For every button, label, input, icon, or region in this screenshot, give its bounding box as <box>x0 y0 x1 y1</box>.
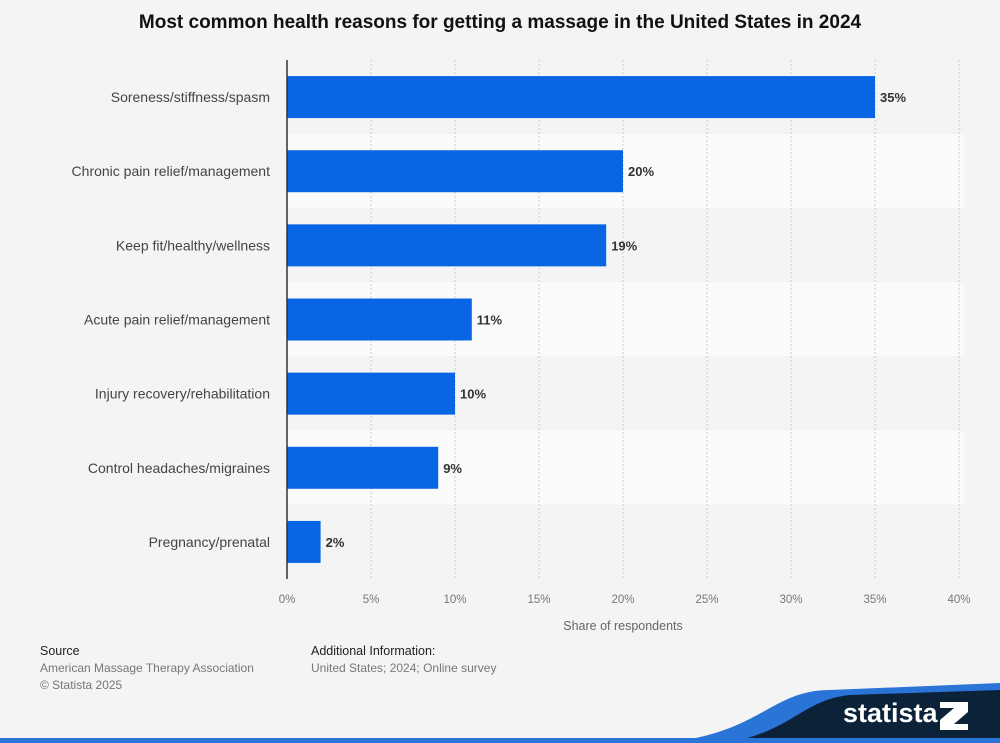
x-tick-label: 5% <box>363 594 380 606</box>
x-tick-label: 25% <box>695 594 718 606</box>
bar <box>287 446 439 489</box>
bar <box>287 298 472 341</box>
category-label: Injury recovery/rehabilitation <box>95 386 270 402</box>
info-text: United States; 2024; Online survey <box>311 661 497 675</box>
x-tick-label: 20% <box>611 594 634 606</box>
category-label: Acute pain relief/management <box>84 312 270 328</box>
data-label: 11% <box>477 313 503 328</box>
x-axis-title: Share of respondents <box>563 619 683 633</box>
category-label: Control headaches/migraines <box>88 460 270 476</box>
chart-title: Most common health reasons for getting a… <box>138 12 862 33</box>
bar <box>287 372 455 415</box>
data-label: 19% <box>611 238 637 253</box>
bar <box>287 150 623 193</box>
source-heading: Source <box>40 644 80 658</box>
data-label: 2% <box>326 535 345 550</box>
data-label: 20% <box>628 164 654 179</box>
data-label: 35% <box>880 90 906 105</box>
category-label: Chronic pain relief/management <box>72 163 271 179</box>
data-label: 9% <box>443 461 462 476</box>
x-tick-label: 35% <box>863 594 886 606</box>
info-block: Additional Information: United States; 2… <box>311 643 496 677</box>
bar <box>287 224 607 267</box>
source-block: Source American Massage Therapy Associat… <box>40 643 254 694</box>
x-tick-label: 0% <box>279 594 296 606</box>
bar <box>287 520 321 563</box>
x-tick-label: 15% <box>527 594 550 606</box>
data-label: 10% <box>460 387 486 402</box>
category-label: Keep fit/healthy/wellness <box>116 237 270 253</box>
info-heading: Additional Information: <box>311 644 436 658</box>
category-label: Pregnancy/prenatal <box>149 534 270 550</box>
x-tick-label: 10% <box>443 594 466 606</box>
copyright: © Statista 2025 <box>40 678 123 692</box>
bar <box>287 76 875 119</box>
row-band <box>287 504 964 579</box>
category-label: Soreness/stiffness/spasm <box>111 89 270 105</box>
source-text[interactable]: American Massage Therapy Association <box>40 661 254 675</box>
x-tick-label: 40% <box>947 594 970 606</box>
x-tick-label: 30% <box>779 594 802 606</box>
